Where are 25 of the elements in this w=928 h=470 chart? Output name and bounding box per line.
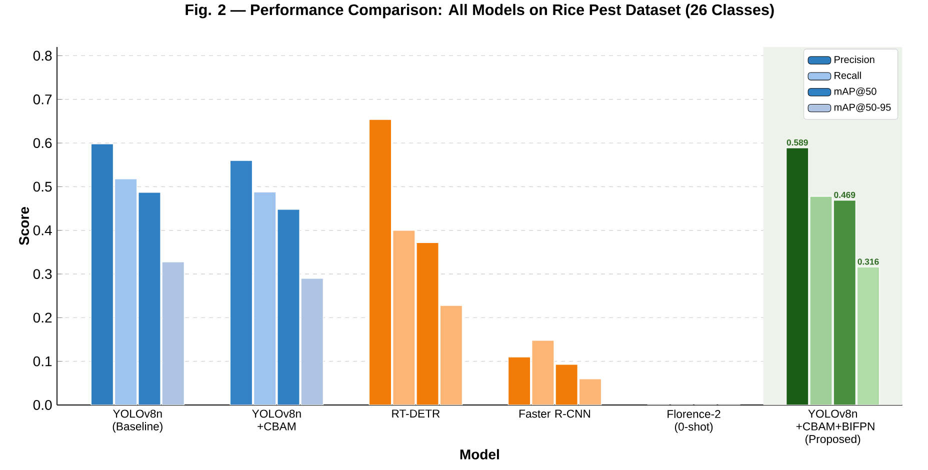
y-tick-label: 0.2 xyxy=(33,312,52,323)
x-tick-label: YOLOv8n +CBAM+BIFPN (Proposed) xyxy=(796,410,874,446)
legend-label: mAP@50-95 xyxy=(834,103,891,112)
legend-label: mAP@50 xyxy=(834,88,876,96)
y-axis-title: Score xyxy=(19,207,30,246)
x-tick-label: Faster R-CNN xyxy=(519,410,590,418)
x-tick-label: YOLOv8n (Baseline) xyxy=(112,410,162,433)
data-label: 0.316 xyxy=(858,258,879,265)
x-tick-label: RT-DETR xyxy=(392,410,440,418)
x-tick-label: YOLOv8n +CBAM xyxy=(252,410,301,430)
y-tick-label: 0.8 xyxy=(33,50,52,61)
y-tick-label: 0.6 xyxy=(33,138,52,148)
data-label: 0.589 xyxy=(786,139,808,146)
chart-title: Fig. 2 — Performance Comparison: All Models on Rice Pest Dataset (26 Classes) xyxy=(186,4,774,18)
y-tick-label: 0.4 xyxy=(33,225,52,236)
y-tick-label: 0.7 xyxy=(33,94,52,104)
y-tick-label: 0.0 xyxy=(33,400,52,410)
y-tick-label: 0.5 xyxy=(33,182,52,192)
legend-label: Precision xyxy=(834,56,874,64)
y-tick-label: 0.3 xyxy=(33,269,52,279)
x-axis-title: Model xyxy=(460,449,499,460)
x-tick-label: Florence-2 (0-shot) xyxy=(668,410,720,433)
legend-label: Recall xyxy=(834,72,861,79)
y-tick-label: 0.1 xyxy=(33,356,52,366)
data-label: 0.469 xyxy=(834,192,856,198)
